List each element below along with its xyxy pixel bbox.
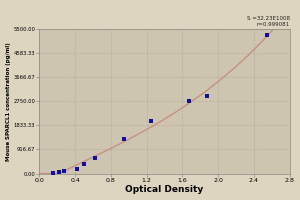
Point (205, 95, 210, 98)
Point (187, 100, 192, 103)
Point (74, 167, 79, 170)
Point (265, 33, 270, 36)
Y-axis label: Mouse SPARCL1 concentration (pg/ml): Mouse SPARCL1 concentration (pg/ml) (6, 42, 10, 161)
Point (57, 171, 62, 174)
Point (50, 171, 55, 175)
X-axis label: Optical Density: Optical Density (125, 185, 204, 194)
Point (62, 170, 67, 173)
Point (148, 120, 153, 123)
Point (92, 157, 97, 160)
Point (82, 163, 86, 166)
Text: S =32.23E1008
r=0.999081: S =32.23E1008 r=0.999081 (247, 16, 290, 27)
Point (122, 138, 127, 141)
